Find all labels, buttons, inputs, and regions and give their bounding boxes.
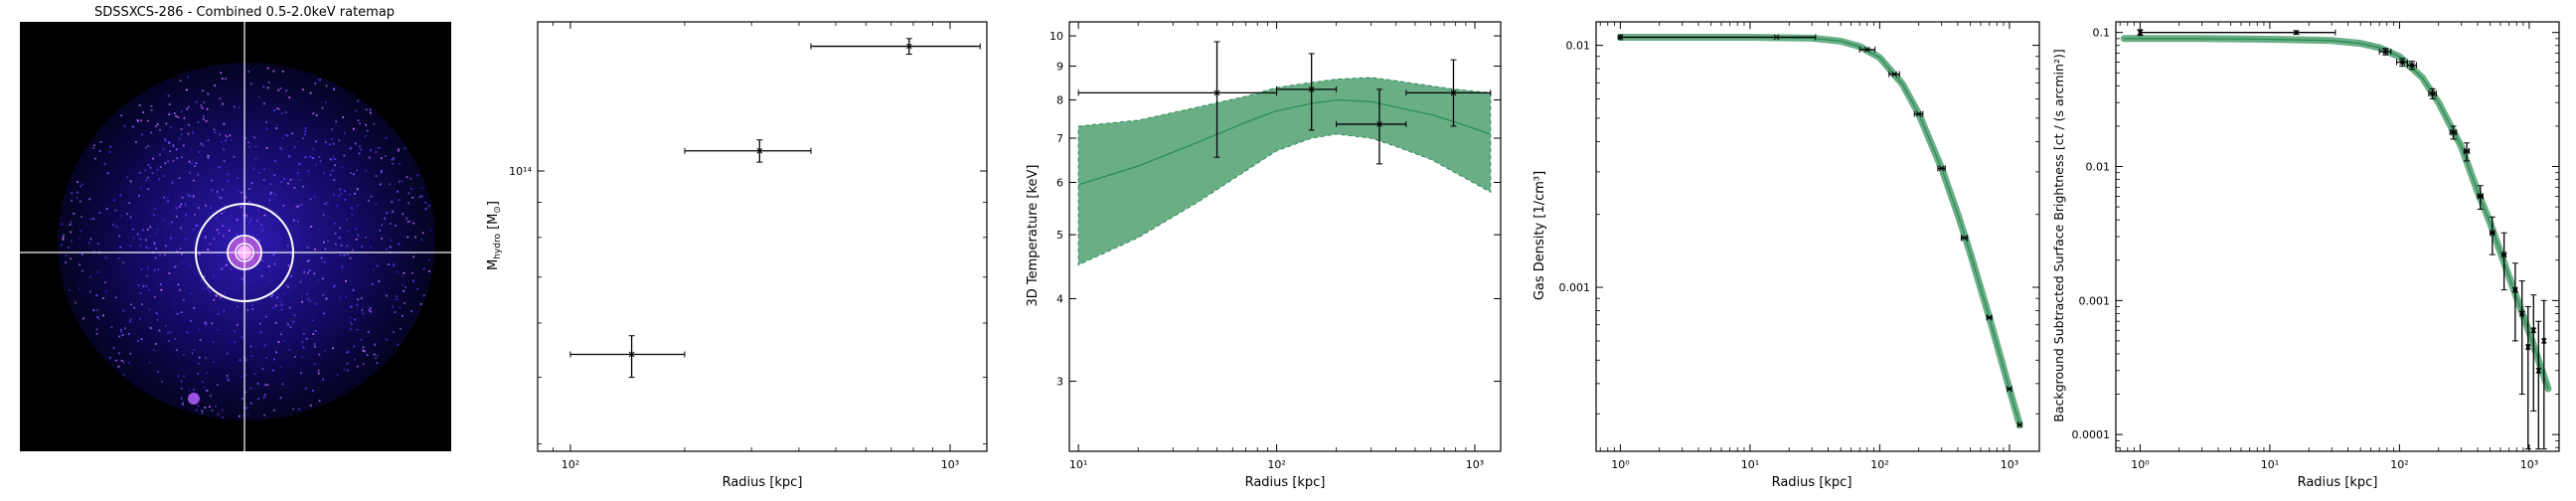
surface-brightness-point bbox=[2139, 29, 2336, 36]
surface-brightness-y-tick-label: 0.1 bbox=[2093, 27, 2111, 40]
surface-brightness-y-label: Background Subtracted Surface Brightness… bbox=[2051, 49, 2066, 421]
surface-brightness-y-tick-label: 0.0001 bbox=[2072, 428, 2111, 441]
surface-brightness-chart: Radius [kpc] Background Subtracted Surfa… bbox=[2051, 21, 2560, 490]
gas-density-point bbox=[2007, 386, 2012, 393]
gas-density-model-band bbox=[1616, 34, 2023, 428]
surface-brightness-x-tick-label: 10³ bbox=[2520, 458, 2538, 471]
hydrostatic-mass-x-tick-label: 10³ bbox=[941, 458, 959, 471]
temperature-3d-model-line bbox=[1077, 98, 1492, 186]
hydrostatic-mass-point bbox=[569, 335, 686, 379]
hydrostatic-mass-axes-frame bbox=[537, 21, 988, 452]
temperature-3d-y-tick-label: 3 bbox=[1056, 376, 1063, 389]
surface-brightness-y-tick-label: 0.01 bbox=[2086, 161, 2111, 174]
surface-brightness-x-tick-label: 10⁰ bbox=[2131, 458, 2150, 471]
gas-density-axes-frame bbox=[1595, 21, 2040, 452]
temperature-3d-x-tick-label: 10² bbox=[1267, 458, 1285, 471]
surface-brightness-x-tick-label: 10² bbox=[2390, 458, 2408, 471]
gas-density-chart: Radius [kpc] Gas Density [1/cm³] 10⁰ 10¹ 1… bbox=[1532, 21, 2040, 490]
temperature-3d-x-tick-label: 10¹ bbox=[1069, 458, 1087, 471]
surface-brightness-point bbox=[2511, 262, 2518, 342]
gas-density-point bbox=[1619, 34, 1817, 41]
surface-brightness-point bbox=[2524, 305, 2531, 450]
gas-density-y-tick-label: 0.001 bbox=[1559, 281, 1591, 294]
hydrostatic-mass-point bbox=[684, 139, 812, 163]
temperature-3d-y-tick-label: 8 bbox=[1056, 93, 1063, 106]
ratemap-photon-noise bbox=[60, 67, 432, 418]
temperature-3d-point bbox=[1077, 41, 1278, 158]
gas-density-point bbox=[2016, 421, 2023, 428]
temperature-3d-plot-area bbox=[1077, 41, 1492, 266]
surface-brightness-point bbox=[2530, 294, 2537, 412]
surface-brightness-point bbox=[2500, 232, 2507, 291]
ratemap-outer-aperture bbox=[195, 203, 294, 302]
surface-brightness-point bbox=[2489, 216, 2496, 255]
gas-density-point bbox=[1960, 235, 1969, 242]
temperature-3d-x-tick-label: 10³ bbox=[1466, 458, 1484, 471]
hydrostatic-mass-point bbox=[810, 38, 981, 56]
gas-density-point bbox=[1937, 165, 1946, 172]
gas-density-point bbox=[1888, 71, 1900, 78]
hydrostatic-mass-x-tick-label: 10² bbox=[562, 458, 579, 471]
temperature-3d-axes-frame bbox=[1068, 21, 1502, 452]
temperature-3d-y-tick-label: 10 bbox=[1049, 30, 1063, 43]
gas-density-plot-area bbox=[1616, 34, 2023, 428]
ratemap-bright-source bbox=[188, 393, 200, 405]
gas-density-point bbox=[1913, 110, 1924, 117]
hydrostatic-mass-x-label: Radius [kpc] bbox=[723, 475, 803, 490]
temperature-3d-y-tick-label: 9 bbox=[1056, 60, 1063, 73]
surface-brightness-x-tick-label: 10¹ bbox=[2261, 458, 2279, 471]
temperature-3d-uncertainty-band bbox=[1077, 77, 1492, 266]
temperature-3d-y-tick-label: 6 bbox=[1056, 176, 1063, 189]
ratemap-panel: SDSSXCS-286 - Combined 0.5-2.0keV ratema… bbox=[20, 5, 451, 451]
gas-density-y-label: Gas Density [1/cm³] bbox=[1532, 171, 1547, 300]
surface-brightness-point bbox=[2396, 58, 2408, 68]
surface-brightness-point bbox=[2428, 87, 2437, 99]
surface-brightness-point bbox=[2540, 299, 2547, 450]
surface-brightness-point bbox=[2449, 125, 2458, 140]
surface-brightness-point bbox=[2518, 280, 2525, 396]
surface-brightness-point bbox=[2477, 185, 2484, 210]
temperature-3d-point bbox=[1336, 88, 1407, 165]
hydrostatic-mass-y-label: Mhydro [M⊙] bbox=[486, 201, 503, 270]
surface-brightness-point bbox=[2535, 320, 2542, 450]
hydrostatic-mass-y-tick-label: 10¹⁴ bbox=[509, 165, 532, 178]
gas-density-x-label: Radius [kpc] bbox=[1772, 475, 1852, 490]
surface-brightness-plot-area bbox=[2120, 29, 2552, 450]
gas-density-point bbox=[1986, 314, 1993, 321]
surface-brightness-point bbox=[2378, 48, 2392, 56]
ratemap-title: SDSSXCS-286 - Combined 0.5-2.0keV ratema… bbox=[94, 5, 395, 20]
surface-brightness-model-band bbox=[2120, 35, 2552, 393]
surface-brightness-point bbox=[2406, 61, 2417, 71]
surface-brightness-y-tick-label: 0.001 bbox=[2079, 294, 2111, 307]
ratemap-mid-aperture bbox=[227, 235, 262, 270]
temperature-3d-point bbox=[1405, 59, 1492, 127]
surface-brightness-x-label: Radius [kpc] bbox=[2298, 475, 2378, 490]
gas-density-y-tick-label: 0.01 bbox=[1566, 40, 1591, 53]
ratemap-inner-aperture bbox=[235, 243, 254, 262]
gas-density-x-tick-label: 10¹ bbox=[1741, 458, 1759, 471]
hydrostatic-mass-chart: Radius [kpc] Mhydro [M⊙] 10² 10³ 10¹⁴ bbox=[486, 21, 988, 490]
gas-density-x-tick-label: 10² bbox=[1870, 458, 1888, 471]
temperature-3d-y-tick-label: 4 bbox=[1056, 293, 1063, 306]
temperature-3d-point bbox=[1276, 53, 1338, 131]
gas-density-point bbox=[1858, 46, 1876, 53]
temperature-3d-x-label: Radius [kpc] bbox=[1245, 475, 1326, 490]
temperature-3d-chart: Radius [kpc] 3D Temperature [keV] 10¹ 10²… bbox=[1026, 21, 1502, 490]
temperature-3d-y-label: 3D Temperature [keV] bbox=[1026, 165, 1041, 307]
surface-brightness-point bbox=[2463, 142, 2471, 162]
hydrostatic-mass-plot-area bbox=[569, 38, 981, 379]
temperature-3d-y-tick-label: 7 bbox=[1056, 132, 1063, 145]
gas-density-x-tick-label: 10⁰ bbox=[1611, 458, 1630, 471]
gas-density-x-tick-label: 10³ bbox=[2001, 458, 2018, 471]
temperature-3d-y-tick-label: 5 bbox=[1056, 229, 1063, 242]
